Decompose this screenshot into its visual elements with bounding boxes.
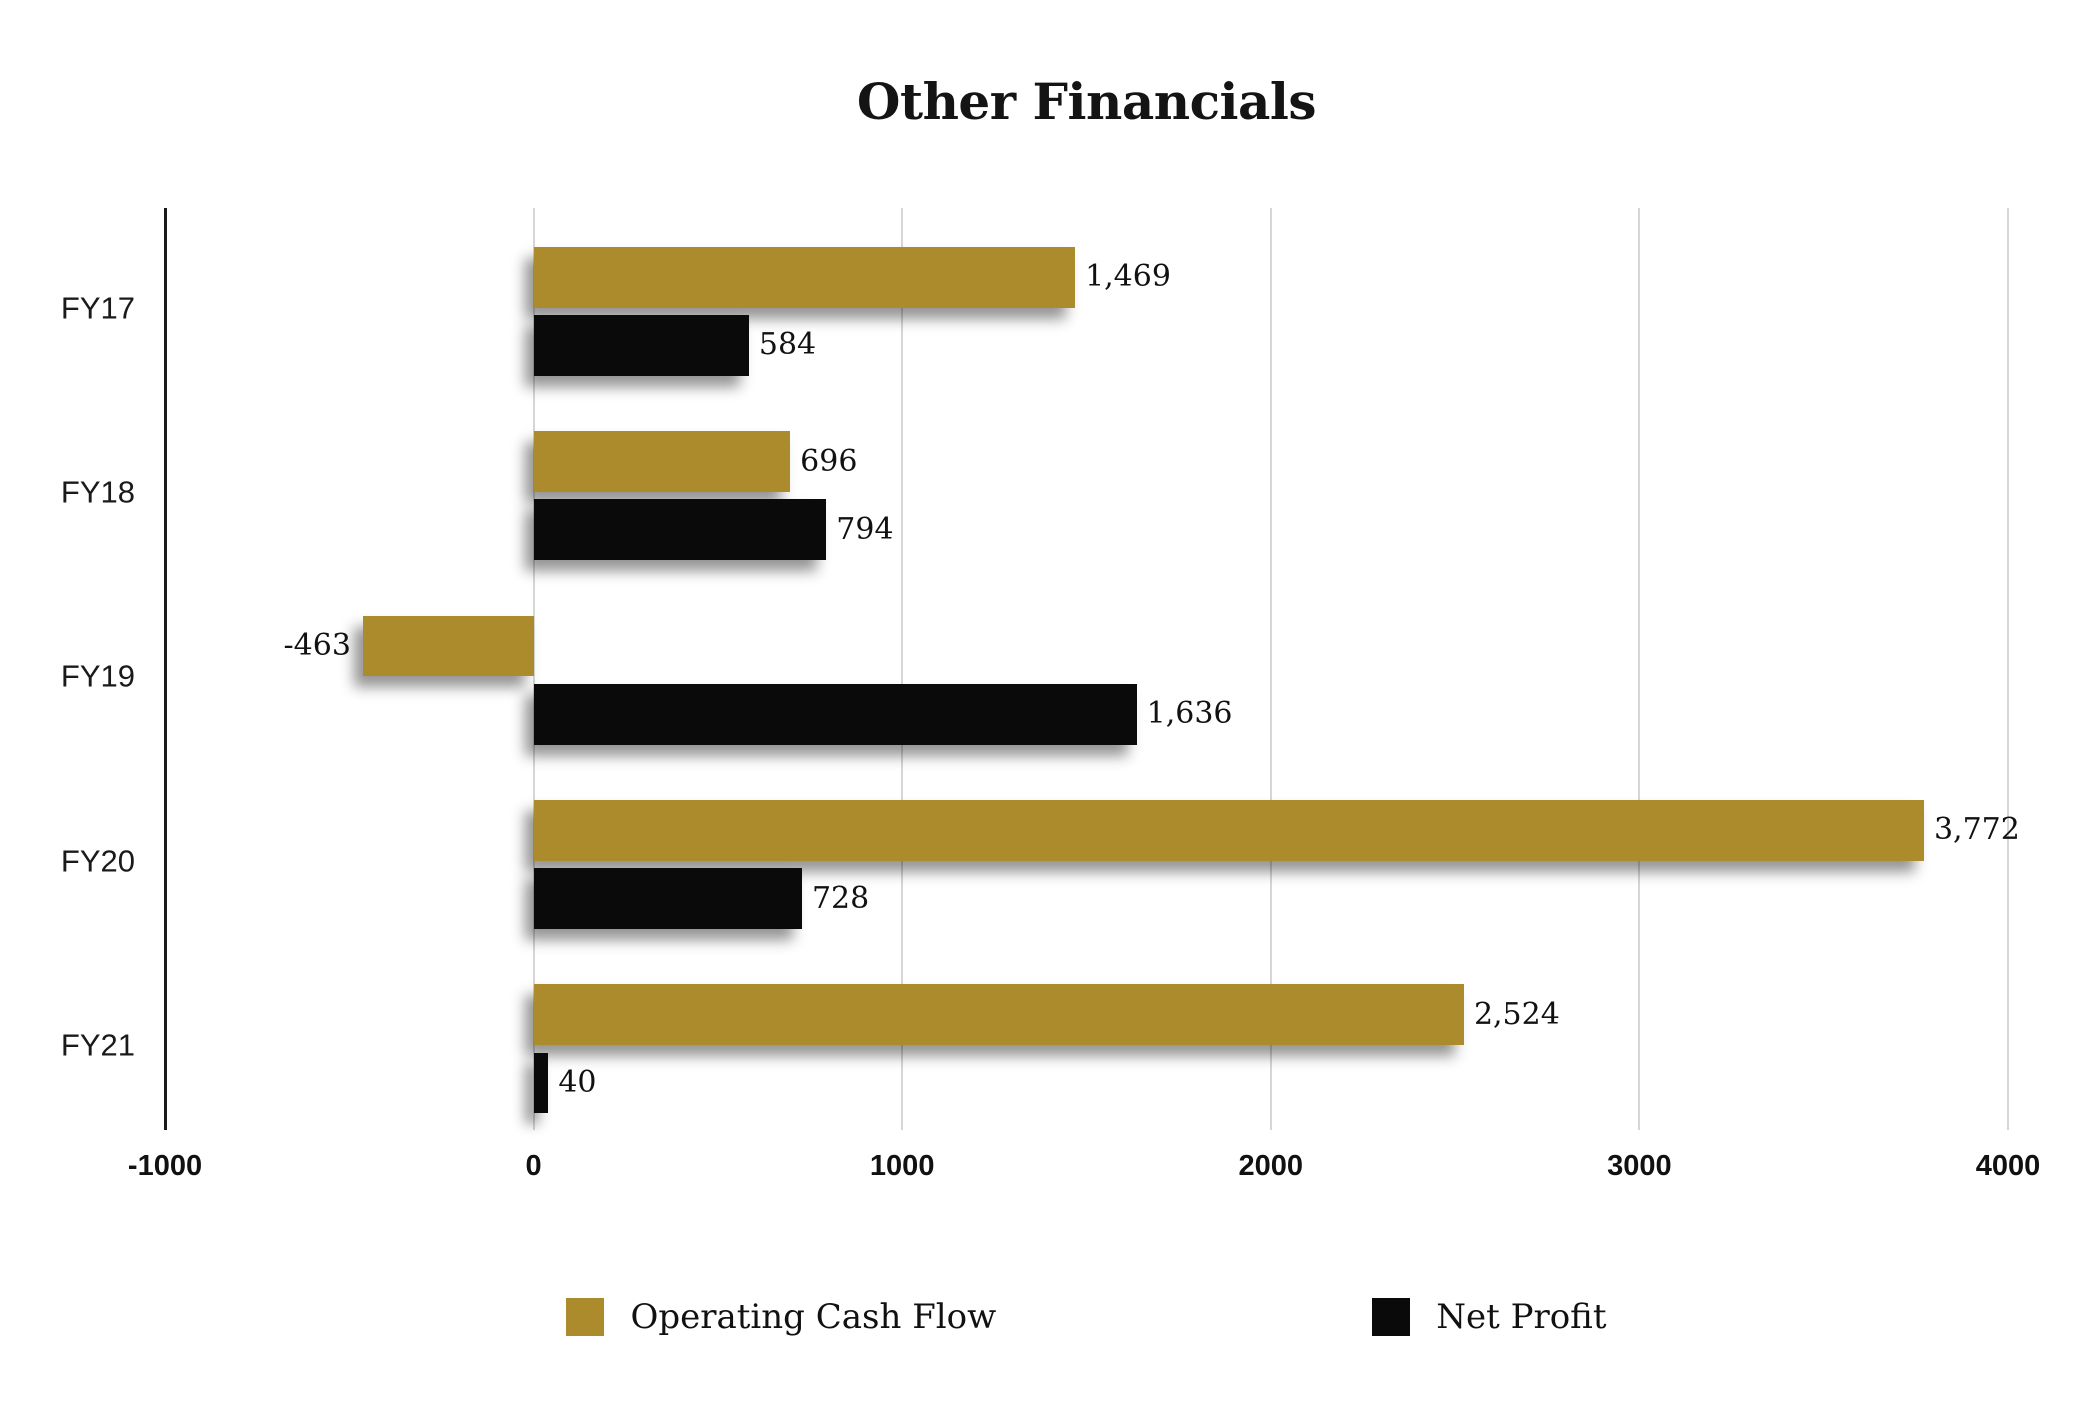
gridline-3000 — [1638, 208, 1641, 1130]
legend: Operating Cash Flow Net Profit — [165, 1298, 2008, 1336]
bar-group-FY20: FY20 3,772 728 — [61, 761, 2020, 945]
bar-FY18-net-profit — [533, 499, 827, 561]
legend-label-operating-cash-flow: Operating Cash Flow — [630, 1297, 997, 1337]
category-label-FY21: FY21 — [60, 1027, 135, 1063]
value-label-FY21-net-profit: 40 — [558, 1064, 597, 1100]
value-label-FY17-net-profit: 584 — [758, 327, 817, 363]
x-tick-label-2000: 2000 — [1238, 1150, 1304, 1182]
category-label-FY19: FY19 — [60, 658, 135, 694]
legend-label-net-profit: Net Profit — [1436, 1297, 1607, 1337]
plot-area: FY17 1,469 584 FY18 696 794 FY19 -463 1,636 FY20 3… — [61, 208, 2040, 1181]
bar-FY17-operating-cash-flow — [533, 246, 1076, 308]
value-label-FY21-operating-cash-flow: 2,524 — [1473, 996, 1560, 1032]
chart-title: Other Financials — [856, 72, 1317, 131]
bar-group-FY19: FY19 -463 1,636 — [61, 577, 2008, 761]
legend-item-operating-cash-flow: Operating Cash Flow — [566, 1298, 996, 1336]
gridline-0 — [532, 208, 535, 1130]
gridline-2000 — [1269, 208, 1272, 1130]
bar-FY19-operating-cash-flow — [362, 615, 534, 677]
x-tick-label-1000: 1000 — [869, 1150, 935, 1182]
bar-FY20-operating-cash-flow — [533, 799, 1924, 861]
x-tick-label-4000: 4000 — [1975, 1150, 2041, 1182]
legend-item-net-profit: Net Profit — [1372, 1297, 1607, 1337]
gridline-4000 — [2007, 208, 2009, 1130]
value-label-FY20-net-profit: 728 — [811, 880, 870, 916]
value-label-FY19-operating-cash-flow: -463 — [283, 627, 351, 663]
value-label-FY18-net-profit: 794 — [836, 511, 894, 547]
bar-FY18-operating-cash-flow — [533, 431, 791, 492]
title-wrap: Other Financials — [165, 74, 2008, 129]
bar-group-FY21: FY21 2,524 40 — [61, 946, 2008, 1130]
bar-FY21-operating-cash-flow — [533, 984, 1464, 1046]
value-label-FY20-operating-cash-flow: 3,772 — [1933, 812, 2020, 848]
category-label-FY18: FY18 — [60, 474, 135, 510]
gridline-1000 — [901, 208, 904, 1130]
bar-group-FY17: FY17 1,469 584 — [61, 208, 2008, 392]
x-tick-label--1000: -1000 — [127, 1150, 203, 1182]
legend-swatch-net-profit — [1372, 1298, 1411, 1336]
value-label-FY19-net-profit: 1,636 — [1146, 696, 1233, 732]
bar-FY17-net-profit — [533, 314, 749, 376]
legend-swatch-operating-cash-flow — [566, 1298, 605, 1336]
bar-FY21-net-profit — [533, 1052, 549, 1114]
bar-group-FY18: FY18 696 794 — [61, 392, 2008, 576]
category-label-FY17: FY17 — [60, 290, 135, 326]
category-label-FY20: FY20 — [60, 843, 135, 879]
bar-FY19-net-profit — [533, 683, 1137, 745]
y-axis-line — [163, 208, 167, 1130]
value-label-FY18-operating-cash-flow: 696 — [800, 443, 858, 479]
x-tick-label-0: 0 — [525, 1150, 542, 1182]
value-label-FY17-operating-cash-flow: 1,469 — [1085, 259, 1171, 295]
bar-FY20-net-profit — [533, 868, 802, 929]
x-tick-label-3000: 3000 — [1607, 1150, 1672, 1182]
